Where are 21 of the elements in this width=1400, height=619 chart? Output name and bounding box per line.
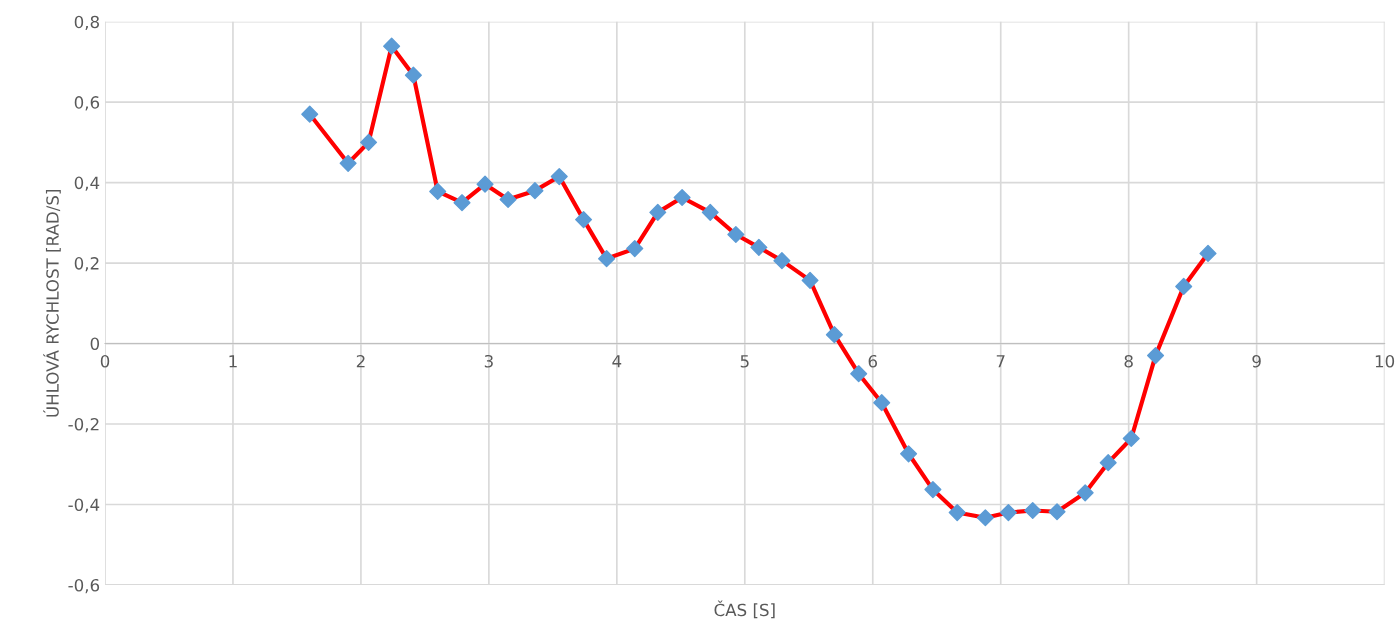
x-tick-label: 6 <box>868 354 878 368</box>
y-tick-label: 0 <box>90 337 100 351</box>
y-tick-label: -0,2 <box>68 417 99 433</box>
x-tick-label: 7 <box>996 355 1005 368</box>
y-tick-label: 0,8 <box>74 15 99 30</box>
y-tick-label: 0,6 <box>74 96 100 111</box>
x-axis-title: ČAS [S] <box>714 600 775 619</box>
x-tick-label: 1 <box>229 355 237 368</box>
y-tick-label: -0,6 <box>68 578 100 594</box>
x-tick-label: 10 <box>1375 354 1395 368</box>
x-tick-label: 8 <box>1124 354 1133 368</box>
y-axis-title: ÚHLOVÁ RYCHLOST [RAD/S] <box>43 190 61 417</box>
y-tick-label: 0,2 <box>74 257 99 272</box>
x-tick-label: 4 <box>612 355 622 368</box>
x-tick-label: 2 <box>356 354 365 368</box>
y-tick-label: 0,4 <box>74 176 100 191</box>
x-tick-label: 9 <box>1252 354 1261 368</box>
x-tick-label: 3 <box>484 354 493 368</box>
y-tick-label: -0,4 <box>68 498 100 513</box>
x-tick-label: 5 <box>740 355 749 368</box>
x-tick-label: 0 <box>100 354 110 368</box>
